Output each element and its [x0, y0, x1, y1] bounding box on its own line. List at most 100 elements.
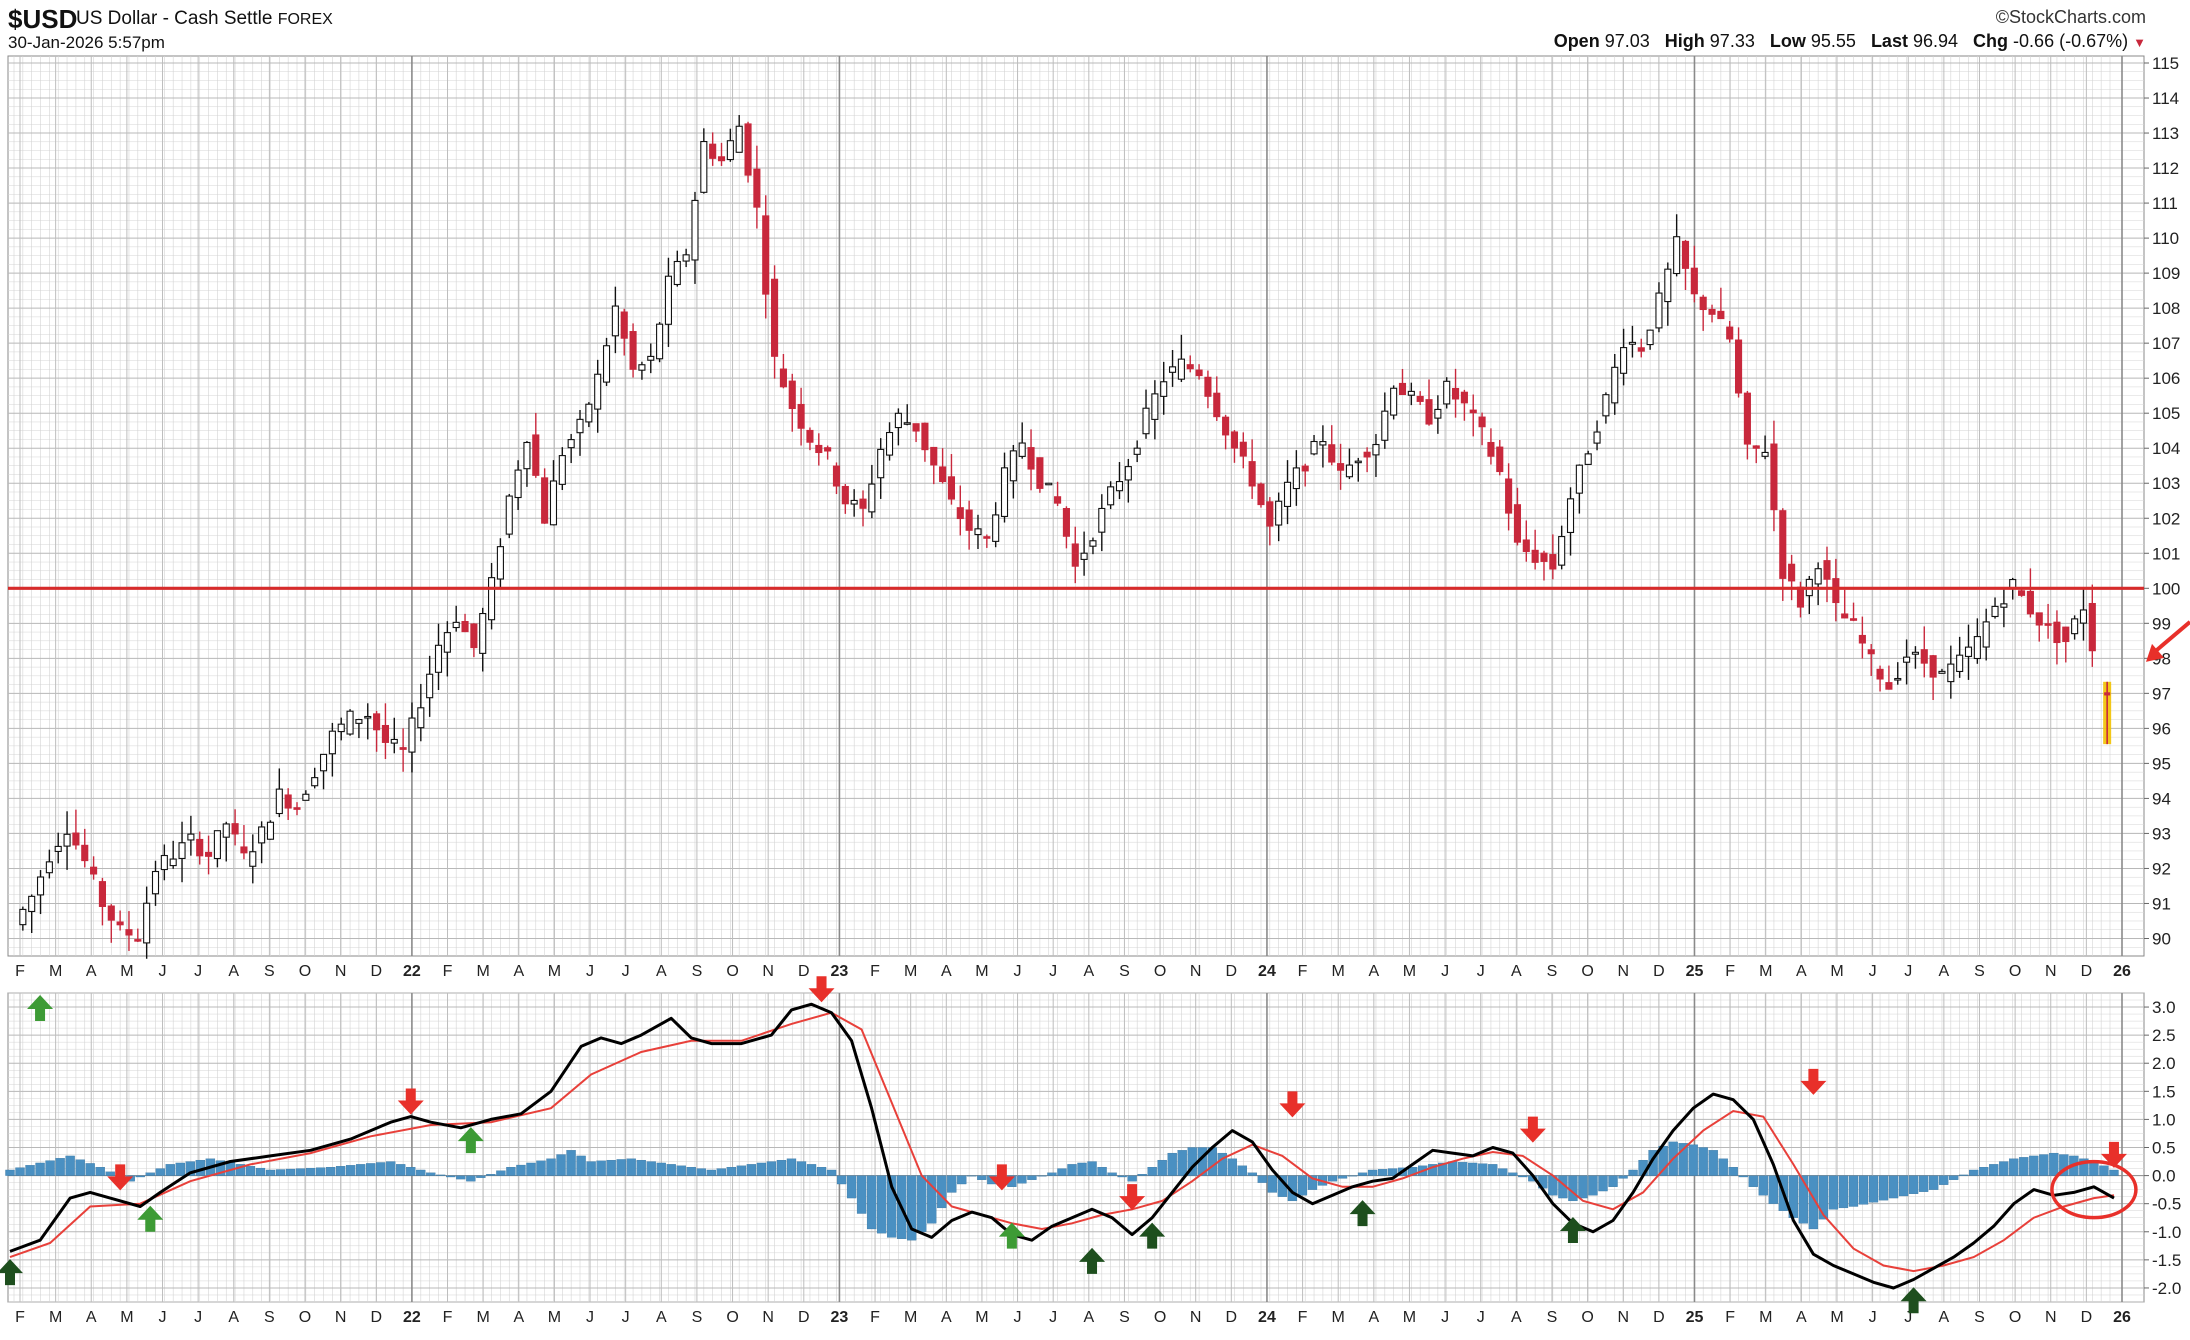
histogram-bar [275, 1169, 286, 1176]
macd-x-tick-label: M [1403, 1309, 1416, 1326]
price-x-tick-label: D [1653, 963, 1665, 980]
candle-down [293, 807, 301, 810]
histogram-bar [766, 1161, 777, 1176]
histogram-bar [386, 1161, 396, 1176]
candle-up [700, 140, 708, 193]
histogram-bar [436, 1174, 446, 1176]
macd-x-tick-label: D [370, 1309, 382, 1326]
candle-down [912, 423, 920, 432]
price-x-tick-label: D [798, 963, 810, 980]
candlestick-series [19, 115, 2112, 959]
macd-x-tick-label: F [870, 1309, 880, 1326]
macd-x-tick-label: J [1904, 1309, 1912, 1326]
candle-up [974, 528, 982, 536]
macd-line [9, 1002, 2115, 1290]
histogram-bar [35, 1162, 45, 1176]
histogram-bar [25, 1165, 35, 1176]
price-x-tick-label: 26 [2113, 963, 2131, 980]
sell-signal-arrow [1119, 1184, 1146, 1211]
candle-down [806, 429, 814, 443]
candle-down [753, 168, 761, 208]
candle-down [1841, 613, 1849, 619]
histogram-bar [1267, 1175, 1278, 1193]
candle-up [1628, 341, 1636, 345]
candle-up [258, 826, 266, 844]
price-y-tick-label: 115 [2152, 54, 2179, 73]
histogram-bar [1468, 1162, 1478, 1176]
candle-down [788, 380, 796, 410]
price-y-tick-label: 90 [2152, 929, 2171, 948]
candle-up [319, 753, 328, 772]
histogram-bar [315, 1167, 326, 1176]
candle-down [1496, 446, 1504, 473]
histogram-bar [1688, 1144, 1698, 1176]
histogram-bar [265, 1169, 276, 1176]
histogram-bar [1017, 1175, 1027, 1184]
histogram-bar [1307, 1175, 1318, 1190]
histogram-bar [1297, 1175, 1308, 1196]
macd-x-tick-label: O [726, 1309, 738, 1326]
histogram-bar [1458, 1162, 1468, 1176]
candle-down [1743, 392, 1751, 445]
candle-down [1204, 376, 1212, 397]
histogram-bar [1498, 1168, 1508, 1176]
histogram-bar [576, 1155, 586, 1176]
histogram-bar [596, 1160, 606, 1176]
candle-up [390, 738, 398, 744]
candle-up [611, 305, 619, 337]
price-x-tick-label: A [513, 963, 524, 980]
histogram-bar [2089, 1161, 2099, 1176]
histogram-bar [917, 1175, 927, 1232]
macd-x-tick-label: O [2009, 1309, 2021, 1326]
histogram-bar [55, 1158, 65, 1176]
candle-up [417, 707, 425, 729]
candle-down [461, 621, 469, 633]
candle-down [2018, 590, 2026, 596]
buy-signal-arrow [998, 1222, 1025, 1249]
candle-up [1407, 390, 1415, 396]
candle-up [1956, 654, 1964, 673]
histogram-bar [1247, 1172, 1257, 1176]
histogram-bar [506, 1167, 516, 1176]
buy-signal-arrow [1079, 1247, 1106, 1274]
histogram-bar [1478, 1163, 1488, 1176]
candle-down [1690, 267, 1698, 295]
histogram-bar [1738, 1175, 1748, 1178]
candle-up [443, 632, 451, 653]
candle-down [2088, 602, 2096, 652]
candle-down [1717, 310, 1725, 320]
macd-y-tick-label: 0.5 [2152, 1139, 2176, 1158]
histogram-bar [1848, 1175, 1859, 1207]
candle-up [1275, 500, 1283, 526]
histogram-bar [2059, 1154, 2069, 1176]
candle-up [266, 821, 275, 840]
macd-x-axis: F M A M J J A S O N D 22 F M A M J J A S O N D 23 F M A M J J A S O N D 24 F… [15, 1309, 2131, 1326]
sell-signal-arrow [2100, 1141, 2127, 1168]
histogram-bar [1979, 1167, 1989, 1176]
symbol-description: US Dollar - Cash Settle FOREX [76, 8, 333, 30]
candle-up [45, 861, 53, 874]
candle-up [1142, 407, 1150, 435]
price-x-tick-label: N [1617, 963, 1629, 980]
price-x-tick-label: J [586, 963, 594, 980]
candle-down [1062, 508, 1070, 537]
price-x-tick-label: F [1725, 963, 1735, 980]
candle-down [1849, 618, 1858, 621]
macd-x-tick-label: A [1083, 1309, 1094, 1326]
histogram-bar [456, 1175, 466, 1180]
candle-down [1363, 451, 1371, 458]
macd-x-tick-label: J [194, 1309, 202, 1326]
histogram-bar [2019, 1157, 2029, 1176]
histogram-bar [476, 1175, 486, 1178]
price-x-tick-label: M [975, 963, 988, 980]
price-y-tick-label: 107 [2152, 334, 2180, 353]
histogram-bar [75, 1159, 85, 1176]
symbol-label: $USD [8, 4, 78, 34]
histogram-bar [155, 1168, 165, 1176]
histogram-bar [686, 1167, 696, 1176]
macd-x-tick-label: M [120, 1309, 133, 1326]
candle-down [983, 536, 991, 539]
macd-x-tick-label: M [1332, 1309, 1345, 1326]
candle-down [965, 509, 973, 531]
price-x-tick-label: A [228, 963, 239, 980]
